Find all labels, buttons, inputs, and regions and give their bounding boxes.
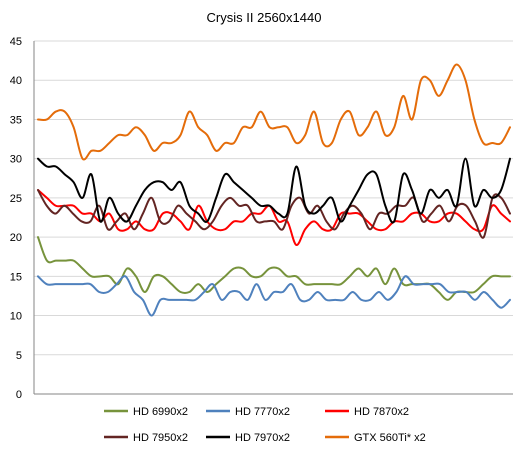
y-tick-label-10: 10: [10, 311, 22, 323]
gridlines: [34, 40, 513, 356]
y-tick-label-30: 30: [10, 154, 22, 166]
series-line-gtx-560ti-x2: [37, 63, 511, 161]
y-tick-label-40: 40: [10, 75, 22, 87]
y-tick-label-5: 5: [16, 350, 22, 362]
legend-item-hd-6990x2: HD 6990x2: [104, 406, 188, 418]
legend-label-hd-7950x2: HD 7950x2: [133, 432, 188, 444]
y-tick-label-45: 45: [10, 36, 22, 48]
legend-label-hd-7870x2: HD 7870x2: [354, 406, 409, 418]
series-line-hd-7970x2: [37, 157, 511, 224]
y-tick-label-0: 0: [16, 389, 22, 401]
y-axis-ticks: 0 5 10 15 20 25 30 35 40 45: [10, 36, 22, 401]
y-tick-label-20: 20: [10, 232, 22, 244]
chart-title: Crysis II 2560x1440: [207, 10, 322, 25]
series-line-hd-7770x2: [37, 275, 511, 317]
legend-item-hd-7970x2: HD 7970x2: [206, 432, 290, 444]
series-lines: [37, 63, 511, 317]
y-tick-label-35: 35: [10, 114, 22, 126]
legend-label-hd-6990x2: HD 6990x2: [133, 406, 188, 418]
legend-label-hd-7770x2: HD 7770x2: [235, 406, 290, 418]
series-line-hd-7870x2: [37, 189, 511, 246]
legend-item-hd-7770x2: HD 7770x2: [206, 406, 290, 418]
series-line-hd-7950x2: [37, 189, 511, 239]
legend-item-gtx-560ti-x2: GTX 560Ti* x2: [325, 432, 426, 444]
axes: [33, 41, 513, 395]
legend-label-gtx-560ti-x2: GTX 560Ti* x2: [354, 432, 426, 444]
y-tick-label-25: 25: [10, 193, 22, 205]
legend-label-hd-7970x2: HD 7970x2: [235, 432, 290, 444]
legend: HD 6990x2 HD 7770x2 HD 7870x2 HD 7950x2 HD 7…: [104, 406, 426, 444]
legend-item-hd-7870x2: HD 7870x2: [325, 406, 409, 418]
y-tick-label-15: 15: [10, 271, 22, 283]
legend-item-hd-7950x2: HD 7950x2: [104, 432, 188, 444]
